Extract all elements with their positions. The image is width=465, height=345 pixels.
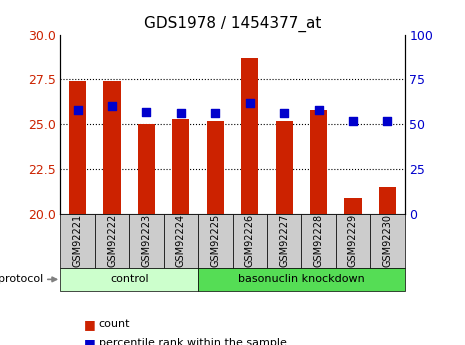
Bar <box>60 214 95 268</box>
Bar <box>198 214 232 268</box>
Bar <box>60 268 198 291</box>
Bar <box>95 214 129 268</box>
Bar <box>206 121 224 214</box>
Point <box>74 107 81 112</box>
Point <box>349 118 357 124</box>
Text: GSM92230: GSM92230 <box>382 214 392 267</box>
Bar <box>129 214 164 268</box>
Text: GSM92224: GSM92224 <box>176 214 186 267</box>
Point <box>246 100 253 106</box>
Point <box>212 111 219 116</box>
Point <box>384 118 391 124</box>
Bar <box>198 268 405 291</box>
Text: ■: ■ <box>84 337 95 345</box>
Text: GSM92222: GSM92222 <box>107 214 117 267</box>
Point <box>280 111 288 116</box>
Bar <box>336 214 370 268</box>
Text: basonuclin knockdown: basonuclin knockdown <box>238 274 365 284</box>
Text: GSM92223: GSM92223 <box>141 214 152 267</box>
Bar <box>301 214 336 268</box>
Point <box>108 104 116 109</box>
Bar <box>138 124 155 214</box>
Point <box>143 109 150 115</box>
Text: ■: ■ <box>84 318 95 331</box>
Point <box>177 111 185 116</box>
Title: GDS1978 / 1454377_at: GDS1978 / 1454377_at <box>144 16 321 32</box>
Text: percentile rank within the sample: percentile rank within the sample <box>99 338 286 345</box>
Bar <box>379 187 396 214</box>
Bar <box>267 214 301 268</box>
Bar <box>103 81 121 214</box>
Bar <box>344 198 362 214</box>
Bar <box>310 110 327 214</box>
Bar <box>172 119 190 214</box>
Bar <box>164 214 198 268</box>
Bar <box>276 121 293 214</box>
Text: count: count <box>99 319 130 329</box>
Text: GSM92225: GSM92225 <box>210 214 220 267</box>
Bar <box>232 214 267 268</box>
Text: GSM92221: GSM92221 <box>73 214 83 267</box>
Bar <box>241 58 259 214</box>
Text: GSM92229: GSM92229 <box>348 214 358 267</box>
Text: GSM92227: GSM92227 <box>279 214 289 267</box>
Bar <box>69 81 86 214</box>
Bar <box>370 214 405 268</box>
Point <box>315 107 322 112</box>
Text: protocol: protocol <box>0 274 43 284</box>
Text: GSM92228: GSM92228 <box>313 214 324 267</box>
Text: control: control <box>110 274 149 284</box>
Text: GSM92226: GSM92226 <box>245 214 255 267</box>
